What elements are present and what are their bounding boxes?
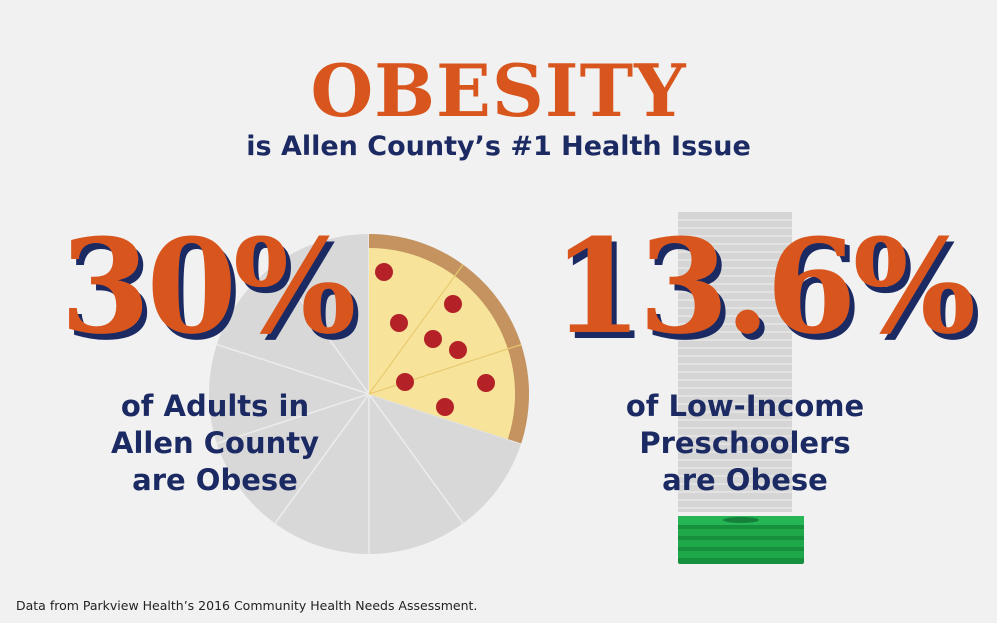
adults-desc-line1: of Adults in	[120, 389, 310, 423]
pepperoni	[449, 341, 467, 359]
slice-cut	[368, 343, 522, 395]
pizza-illustration	[209, 234, 529, 554]
pepperoni	[477, 374, 495, 392]
data-source-note: Data from Parkview Health’s 2016 Communi…	[16, 598, 478, 613]
preschoolers-desc-line3: are Obese	[662, 463, 828, 497]
adults-obesity-description: of Adults in Allen County are Obese	[95, 388, 335, 499]
slice-divider	[274, 393, 370, 524]
adults-obesity-percent: 30%	[60, 210, 356, 363]
paper-stack-illustration	[678, 212, 792, 512]
slice-divider	[368, 393, 464, 524]
slice-divider	[216, 393, 370, 445]
page-subtitle: is Allen County’s #1 Health Issue	[246, 131, 751, 162]
page-title: OBESITY	[310, 48, 687, 133]
pepperoni	[375, 263, 393, 281]
preschoolers-desc-line1: of Low-Income	[625, 389, 865, 423]
pepperoni	[424, 330, 442, 348]
pepperoni	[396, 373, 414, 391]
adults-desc-line2: Allen County	[111, 426, 319, 460]
slice-divider	[216, 343, 370, 395]
slice-divider	[274, 264, 370, 395]
preschoolers-obesity-description: of Low-Income Preschoolers are Obese	[615, 388, 875, 499]
pepperoni-group	[375, 263, 495, 416]
pepperoni	[390, 314, 408, 332]
money-stack-icon	[678, 516, 804, 564]
pepperoni	[444, 295, 462, 313]
preschoolers-obesity-percent: 13.6%	[552, 210, 976, 363]
slice-cut	[368, 264, 464, 395]
pepperoni	[436, 398, 454, 416]
adults-desc-line3: are Obese	[132, 463, 298, 497]
preschoolers-desc-line2: Preschoolers	[639, 426, 851, 460]
